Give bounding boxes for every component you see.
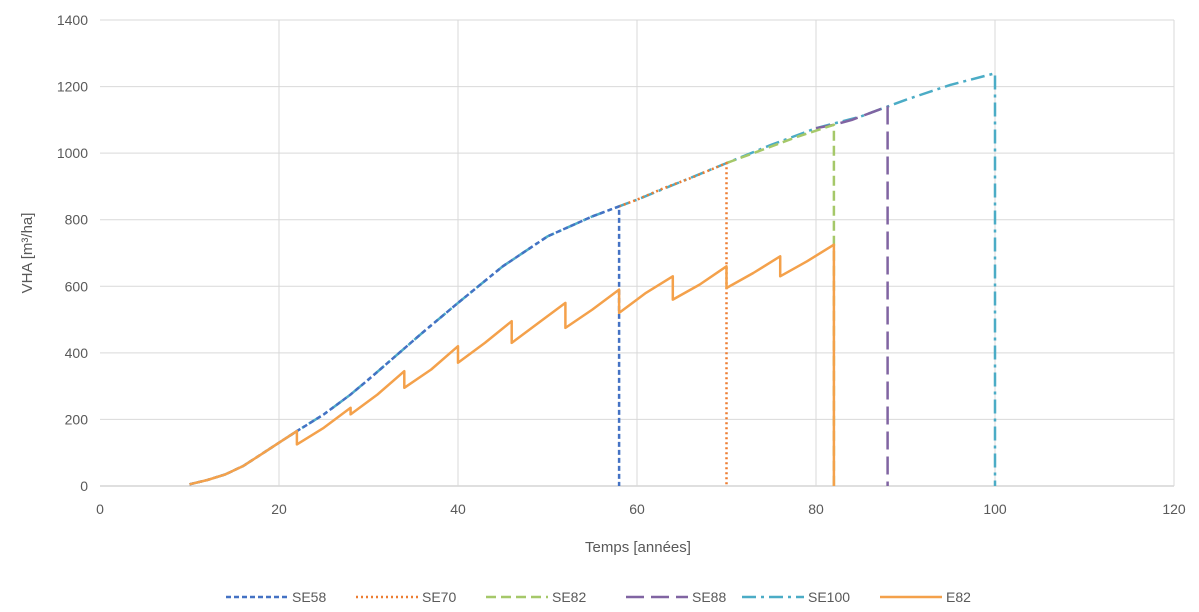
legend-label-se70: SE70 bbox=[422, 589, 456, 605]
x-tick-label: 20 bbox=[271, 501, 287, 517]
y-tick-label: 200 bbox=[65, 411, 89, 427]
y-tick-label: 1000 bbox=[57, 145, 88, 161]
tick-labels: 0 200 400 600 800 1000 1200 1400 0 20 40 60 80 100 120 bbox=[57, 12, 1186, 517]
legend-label-se100: SE100 bbox=[808, 589, 850, 605]
y-tick-label: 1200 bbox=[57, 79, 88, 95]
x-tick-label: 40 bbox=[450, 501, 466, 517]
x-tick-label: 120 bbox=[1162, 501, 1186, 517]
series-line-se82 bbox=[726, 123, 836, 486]
series-lines bbox=[189, 72, 997, 486]
legend-label-se88: SE88 bbox=[692, 589, 726, 605]
series-line-se88 bbox=[815, 105, 889, 486]
legend-label-e82: E82 bbox=[946, 589, 971, 605]
gridlines bbox=[100, 19, 1175, 487]
y-axis-title: VHA [m³/ha] bbox=[19, 213, 36, 294]
y-tick-label: 1400 bbox=[57, 12, 88, 28]
x-axis-title: Temps [années] bbox=[585, 539, 691, 556]
legend-label-se58: SE58 bbox=[292, 589, 326, 605]
series-line-e82 bbox=[189, 243, 836, 486]
x-tick-label: 0 bbox=[96, 501, 104, 517]
x-tick-label: 80 bbox=[808, 501, 824, 517]
x-tick-label: 60 bbox=[629, 501, 645, 517]
legend: SE58 SE70 SE82 SE88 SE100 E82 bbox=[226, 589, 971, 605]
y-tick-label: 0 bbox=[80, 478, 88, 494]
series-line-se58 bbox=[189, 205, 621, 486]
x-tick-label: 100 bbox=[983, 501, 1007, 517]
legend-label-se82: SE82 bbox=[552, 589, 586, 605]
y-tick-label: 600 bbox=[65, 278, 89, 294]
series-line-se70 bbox=[618, 161, 728, 486]
y-tick-label: 400 bbox=[65, 345, 89, 361]
y-tick-label: 800 bbox=[65, 212, 89, 228]
